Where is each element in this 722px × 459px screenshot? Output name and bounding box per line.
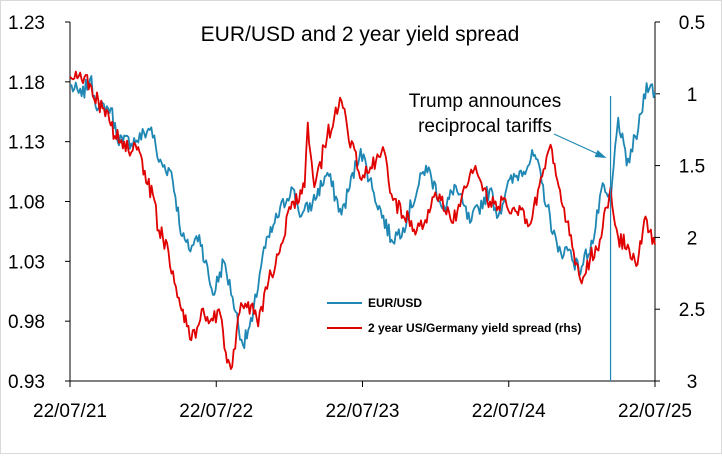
x-tick-label: 22/07/23	[326, 401, 400, 422]
axes: 0.93 0.98 1.03 1.08 1.13 1.18 1.23 0.5 1 1.5 2 2.5 3…	[8, 13, 705, 422]
right-tick-label: 2	[687, 228, 698, 249]
legend-label-eurusd: EUR/USD	[368, 296, 422, 310]
legend-label-yield-spread: 2 year US/Germany yield spread (rhs)	[368, 321, 581, 335]
right-tick-label: 1.5	[679, 157, 705, 178]
x-tick-label: 22/07/22	[179, 401, 253, 422]
x-tick-label: 22/07/24	[472, 401, 546, 422]
right-tick-label: 2.5	[679, 300, 705, 321]
left-tick-label: 1.18	[8, 73, 45, 94]
left-tick-label: 1.23	[8, 13, 45, 34]
annotation-layer: Trump announces reciprocal tariffs	[409, 91, 612, 381]
series-yield-spread-line	[69, 70, 656, 370]
legend: EUR/USD 2 year US/Germany yield spread (r…	[327, 296, 581, 335]
left-tick-label: 0.98	[8, 312, 45, 333]
right-tick-label: 1	[687, 85, 698, 106]
left-tick-label: 1.03	[8, 252, 45, 273]
left-tick-label: 1.08	[8, 193, 45, 214]
x-tick-label: 22/07/21	[33, 401, 107, 422]
annotation-text-line-2: reciprocal tariffs	[418, 116, 552, 137]
chart-title: EUR/USD and 2 year yield spread	[201, 23, 520, 46]
x-tick-label: 22/07/25	[618, 401, 692, 422]
annotation-arrow-head	[594, 150, 607, 158]
annotation-text-line-1: Trump announces	[409, 91, 561, 112]
series-eurusd-line	[69, 75, 656, 350]
left-tick-label: 0.93	[8, 372, 45, 393]
right-tick-label: 0.5	[679, 13, 705, 34]
series-layer	[69, 70, 656, 370]
left-tick-label: 1.13	[8, 133, 45, 154]
right-tick-label: 3	[687, 372, 698, 393]
annotation-arrow-shaft	[553, 133, 605, 158]
